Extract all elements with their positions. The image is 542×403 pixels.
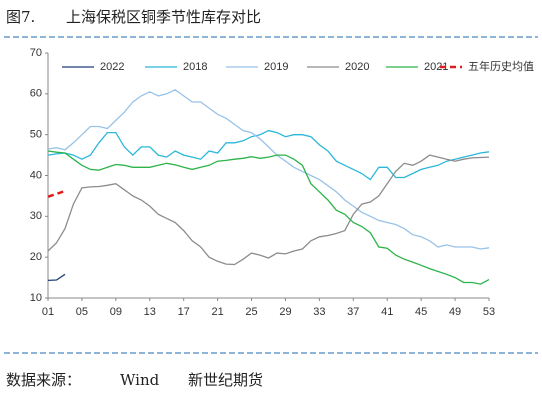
series-line xyxy=(47,273,66,282)
series-line xyxy=(47,89,490,250)
x-tick-label: 33 xyxy=(313,306,325,318)
series-line xyxy=(47,150,490,285)
x-tick-label: 41 xyxy=(381,306,393,318)
y-tick-label: 30 xyxy=(30,210,42,222)
legend-label: 2020 xyxy=(345,61,369,73)
y-tick-label: 10 xyxy=(30,292,42,304)
legend-label: 五年历史均值 xyxy=(468,59,534,73)
chart-title: 上海保税区铜季节性库存对比 xyxy=(66,8,261,26)
x-tick-label: 37 xyxy=(347,306,359,318)
legend-label: 2022 xyxy=(100,61,124,73)
y-tick-label: 20 xyxy=(30,251,42,263)
y-tick-label: 40 xyxy=(30,169,42,181)
publisher: 新世纪期货 xyxy=(188,371,263,389)
x-tick-label: 13 xyxy=(144,306,156,318)
x-tick-label: 17 xyxy=(178,306,190,318)
x-tick-label: 49 xyxy=(449,306,461,318)
y-tick-label: 70 xyxy=(30,47,42,59)
x-tick-label: 53 xyxy=(483,306,495,318)
series-line xyxy=(47,129,490,181)
x-tick-label: 21 xyxy=(211,306,223,318)
source: Wind xyxy=(120,371,160,389)
y-tick-label: 50 xyxy=(30,129,42,141)
series-line xyxy=(47,189,66,198)
x-tick-label: 09 xyxy=(110,306,122,318)
x-tick-label: 01 xyxy=(42,306,54,318)
series-line xyxy=(47,154,490,266)
x-tick-label: 45 xyxy=(415,306,427,318)
legend-label: 2018 xyxy=(183,61,207,73)
legend-label: 2019 xyxy=(264,61,288,73)
source-label: 数据来源： xyxy=(6,371,81,389)
x-tick-label: 29 xyxy=(279,306,291,318)
x-tick-label: 25 xyxy=(245,306,257,318)
y-tick-label: 60 xyxy=(30,88,42,100)
figure-label: 图7. xyxy=(6,8,35,26)
legend-label: 2021 xyxy=(424,61,448,73)
x-tick-label: 05 xyxy=(76,306,88,318)
